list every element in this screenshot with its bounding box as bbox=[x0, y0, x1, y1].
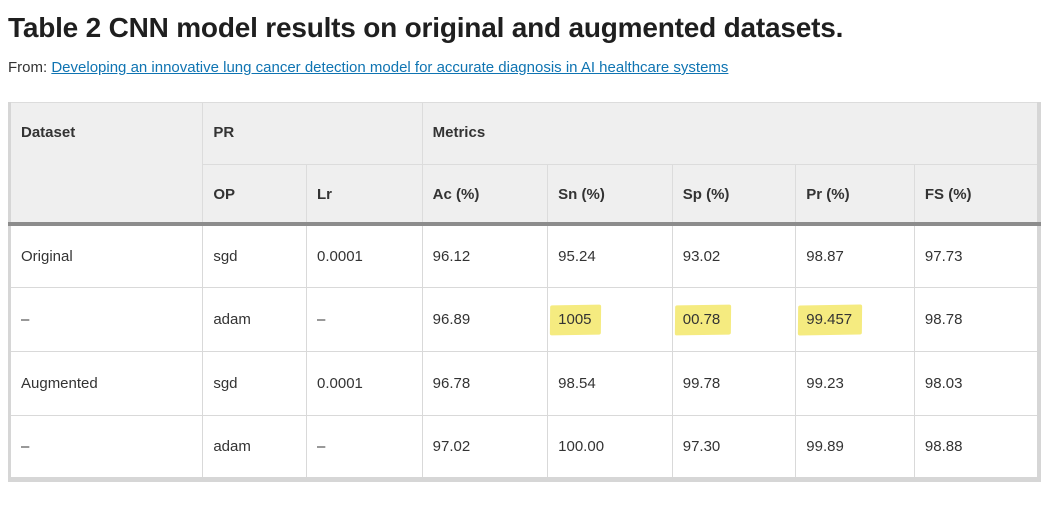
table-cell: 97.02 bbox=[421, 415, 549, 480]
table-cell: 98.88 bbox=[913, 415, 1040, 480]
cell-value: 98.54 bbox=[558, 375, 596, 392]
highlighted-cell-value: 99.457 bbox=[806, 311, 853, 328]
cell-value: adam bbox=[213, 438, 251, 455]
table-row-original-sgd: Original sgd 0.0001 96.12 95.24 93.02 98… bbox=[8, 223, 1040, 288]
cell-value: 98.78 bbox=[924, 311, 963, 328]
table-cell: Augmented bbox=[8, 351, 204, 416]
table-cell: – bbox=[306, 287, 423, 352]
table-cell: 96.89 bbox=[421, 287, 549, 352]
table-cell: 97.30 bbox=[671, 415, 797, 480]
header-row-groups: Dataset PR Metrics bbox=[8, 102, 1040, 226]
cell-value: 0.0001 bbox=[317, 375, 363, 392]
table-row-augmented-sgd: Augmented sgd 0.0001 96.78 98.54 99.78 9… bbox=[8, 351, 1040, 416]
from-label: From: bbox=[8, 59, 48, 76]
col-header-dataset: Dataset bbox=[8, 102, 204, 226]
table-cell: sgd bbox=[202, 223, 307, 288]
table-cell: 99.23 bbox=[795, 351, 915, 416]
col-header-sp: Sp (%) bbox=[671, 164, 797, 226]
highlighted-cell-value: 1005 bbox=[558, 311, 592, 328]
table-cell: 96.12 bbox=[421, 223, 549, 288]
cell-value: – bbox=[21, 311, 30, 328]
highlighted-cell-value: 00.78 bbox=[682, 311, 721, 328]
cell-value: 97.02 bbox=[432, 438, 471, 455]
table-cell: 98.78 bbox=[913, 287, 1040, 352]
table-row-original-adam: – adam – 96.89 1005 00.78 99.457 98.78 bbox=[8, 287, 1040, 352]
col-header-fs: FS (%) bbox=[913, 164, 1040, 226]
table-cell: – bbox=[8, 287, 204, 352]
table-cell: Original bbox=[8, 223, 204, 288]
table-cell: – bbox=[306, 415, 423, 480]
table-cell: 100.00 bbox=[547, 415, 673, 480]
table-cell: – bbox=[8, 415, 204, 480]
col-header-sn: Sn (%) bbox=[547, 164, 673, 226]
cell-value: 96.89 bbox=[432, 311, 471, 328]
table-cell: 98.54 bbox=[547, 351, 673, 416]
cell-value: sgd bbox=[213, 247, 238, 265]
table-cell: 96.78 bbox=[421, 351, 549, 416]
cell-value: 96.12 bbox=[432, 247, 471, 265]
cell-value: 95.24 bbox=[558, 247, 596, 265]
cell-value: 93.02 bbox=[682, 247, 721, 265]
col-header-lr: Lr bbox=[306, 164, 423, 226]
table-cell: 99.457 bbox=[795, 287, 915, 352]
table-cell: 97.73 bbox=[913, 223, 1040, 288]
page-title: Table 2 CNN model results on original an… bbox=[8, 12, 844, 43]
table-cell: adam bbox=[202, 415, 307, 480]
table-cell: adam bbox=[202, 287, 307, 352]
table-header: Dataset PR Metrics OP Lr Ac (%) Sn (%) S… bbox=[8, 102, 1040, 226]
table-cell: 1005 bbox=[547, 287, 673, 352]
source-article-link[interactable]: Developing an innovative lung cancer det… bbox=[51, 59, 729, 76]
cell-value: 97.73 bbox=[924, 247, 963, 265]
cell-value: Original bbox=[21, 247, 73, 265]
cell-value: – bbox=[317, 311, 326, 328]
cell-value: 96.78 bbox=[432, 375, 471, 392]
table-cell: sgd bbox=[202, 351, 307, 416]
results-table: Dataset PR Metrics OP Lr Ac (%) Sn (%) S… bbox=[8, 102, 1041, 482]
cell-value: 0.0001 bbox=[317, 247, 363, 265]
table-cell: 99.78 bbox=[671, 351, 797, 416]
col-header-ac: Ac (%) bbox=[421, 164, 549, 226]
cell-value: – bbox=[317, 438, 326, 455]
table-cell: 0.0001 bbox=[306, 351, 423, 416]
table-body: Original sgd 0.0001 96.12 95.24 93.02 98… bbox=[8, 223, 1040, 480]
cell-value: Augmented bbox=[21, 375, 98, 392]
cell-value: 99.23 bbox=[806, 375, 844, 392]
cell-value: 99.78 bbox=[682, 375, 721, 392]
table-cell: 99.89 bbox=[795, 415, 915, 480]
cell-value: 97.30 bbox=[682, 438, 721, 455]
table-cell: 0.0001 bbox=[306, 223, 423, 288]
cell-value: 98.03 bbox=[924, 375, 963, 392]
table-cell: 93.02 bbox=[671, 223, 797, 288]
cell-value: – bbox=[21, 438, 30, 455]
table-cell: 95.24 bbox=[547, 223, 673, 288]
source-line: From: Developing an innovative lung canc… bbox=[8, 59, 1041, 76]
col-header-metrics-group: Metrics bbox=[421, 102, 1040, 165]
cell-value: 99.89 bbox=[806, 438, 844, 455]
table-cell: 00.78 bbox=[671, 287, 797, 352]
table-cell: 98.87 bbox=[795, 223, 915, 288]
col-header-pr: Pr (%) bbox=[795, 164, 915, 226]
table-cell: 98.03 bbox=[913, 351, 1040, 416]
header-row-columns: OP Lr Ac (%) Sn (%) Sp (%) Pr (%) FS (%) bbox=[10, 164, 1040, 226]
cell-value: 100.00 bbox=[558, 438, 605, 455]
col-header-pr-group: PR bbox=[202, 102, 423, 165]
cell-value: 98.88 bbox=[924, 438, 963, 455]
cell-value: adam bbox=[213, 311, 251, 328]
table-row-augmented-adam: – adam – 97.02 100.00 97.30 99.89 98.88 bbox=[8, 415, 1040, 480]
cell-value: 98.87 bbox=[806, 247, 844, 265]
col-header-op: OP bbox=[202, 164, 307, 226]
cell-value: sgd bbox=[213, 375, 238, 392]
